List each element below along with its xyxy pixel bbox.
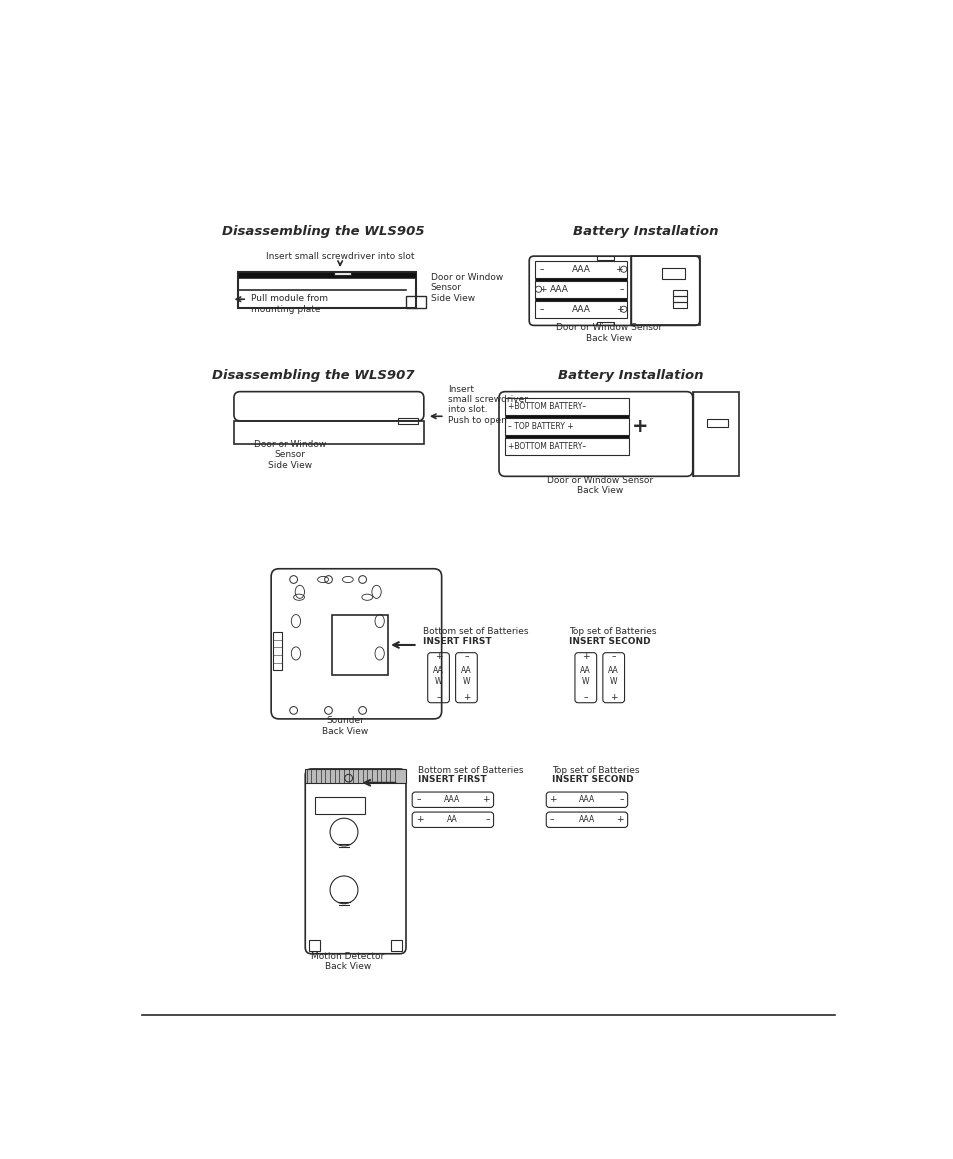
Text: W: W <box>462 677 470 686</box>
Text: –: – <box>618 795 623 804</box>
Bar <box>597 256 614 260</box>
Bar <box>237 271 416 308</box>
Text: –: – <box>538 305 543 314</box>
Text: Door or Window Sensor
Back View: Door or Window Sensor Back View <box>556 323 661 343</box>
Bar <box>661 269 684 279</box>
Text: +: + <box>481 795 489 804</box>
Text: Motion Detector
Back View: Motion Detector Back View <box>311 952 384 971</box>
Bar <box>391 940 402 950</box>
Text: +: + <box>616 305 623 314</box>
Text: +: + <box>609 693 617 702</box>
Text: Insert
small screwdriver
into slot.
Push to open: Insert small screwdriver into slot. Push… <box>447 385 527 425</box>
Text: AA: AA <box>460 666 472 675</box>
Text: AAA: AAA <box>571 305 590 314</box>
Text: +: + <box>615 264 622 274</box>
Bar <box>332 615 388 675</box>
Text: +: + <box>462 693 470 702</box>
Bar <box>535 301 626 318</box>
Text: Disassembling the WLS905: Disassembling the WLS905 <box>221 225 424 238</box>
Bar <box>672 290 686 297</box>
Text: +BOTTOM BATTERY–: +BOTTOM BATTERY– <box>508 442 586 451</box>
Text: INSERT FIRST: INSERT FIRST <box>422 636 491 646</box>
Bar <box>535 261 626 278</box>
Bar <box>535 278 626 280</box>
Text: –: – <box>549 815 554 824</box>
Text: –: – <box>485 815 489 824</box>
Text: –: – <box>583 693 587 702</box>
Bar <box>314 797 365 815</box>
Text: AAA: AAA <box>578 795 594 804</box>
Bar <box>397 418 417 424</box>
Text: INSERT FIRST: INSERT FIRST <box>417 775 486 785</box>
Bar <box>309 940 319 950</box>
Text: –: – <box>464 653 468 661</box>
Bar <box>233 421 423 444</box>
Text: AAA: AAA <box>578 815 594 824</box>
Bar <box>672 302 686 308</box>
Text: W: W <box>609 677 617 686</box>
Bar <box>237 271 416 278</box>
Bar <box>597 321 614 326</box>
Text: INSERT SECOND: INSERT SECOND <box>551 775 633 785</box>
Bar <box>672 297 686 302</box>
Bar <box>535 280 626 298</box>
Text: Disassembling the WLS907: Disassembling the WLS907 <box>212 369 414 382</box>
Text: –: – <box>416 795 420 804</box>
Text: Door or Window
Sensor
Side View: Door or Window Sensor Side View <box>253 440 326 469</box>
Bar <box>406 297 426 308</box>
Text: +: + <box>581 653 589 661</box>
Text: AA: AA <box>608 666 618 675</box>
Text: Door or Window Sensor
Back View: Door or Window Sensor Back View <box>546 476 652 495</box>
Text: +: + <box>549 795 557 804</box>
Text: –: – <box>618 285 623 293</box>
Bar <box>305 768 406 782</box>
Text: AA: AA <box>579 666 591 675</box>
Bar <box>505 418 629 435</box>
Text: Top set of Batteries: Top set of Batteries <box>551 766 639 775</box>
Text: Battery Installation: Battery Installation <box>573 225 719 238</box>
Text: –: – <box>538 264 543 274</box>
Text: Insert small screwdriver into slot: Insert small screwdriver into slot <box>266 252 414 261</box>
Text: – TOP BATTERY +: – TOP BATTERY + <box>508 422 574 431</box>
Bar <box>273 632 282 670</box>
Text: +: + <box>616 815 623 824</box>
Bar <box>630 256 699 326</box>
Text: AAA: AAA <box>444 795 460 804</box>
Bar <box>706 420 728 427</box>
Text: Sounder
Back View: Sounder Back View <box>322 716 368 736</box>
Text: AAA: AAA <box>550 285 568 293</box>
Text: W: W <box>581 677 589 686</box>
Text: –: – <box>611 653 616 661</box>
Bar <box>334 271 351 276</box>
Text: Battery Installation: Battery Installation <box>558 369 702 382</box>
Text: AA: AA <box>447 815 457 824</box>
Text: +: + <box>632 417 648 436</box>
Text: AA: AA <box>433 666 443 675</box>
Text: –: – <box>436 693 440 702</box>
Text: +: + <box>435 653 442 661</box>
Text: +: + <box>416 815 423 824</box>
Bar <box>334 271 351 276</box>
Bar <box>505 435 629 438</box>
Text: Bottom set of Batteries: Bottom set of Batteries <box>417 766 522 775</box>
Text: Door or Window
Sensor
Side View: Door or Window Sensor Side View <box>431 272 502 302</box>
Bar <box>505 415 629 418</box>
Text: INSERT SECOND: INSERT SECOND <box>568 636 650 646</box>
Text: Top set of Batteries: Top set of Batteries <box>568 627 656 636</box>
Text: +: + <box>538 285 546 293</box>
Bar <box>505 438 629 454</box>
Text: +BOTTOM BATTERY–: +BOTTOM BATTERY– <box>508 402 586 410</box>
Bar <box>535 298 626 301</box>
Text: W: W <box>435 677 442 686</box>
Bar <box>692 392 739 476</box>
Bar <box>505 398 629 415</box>
Text: AAA: AAA <box>571 264 590 274</box>
Text: Pull module from
mounting plate: Pull module from mounting plate <box>251 294 328 314</box>
Text: Bottom set of Batteries: Bottom set of Batteries <box>422 627 528 636</box>
